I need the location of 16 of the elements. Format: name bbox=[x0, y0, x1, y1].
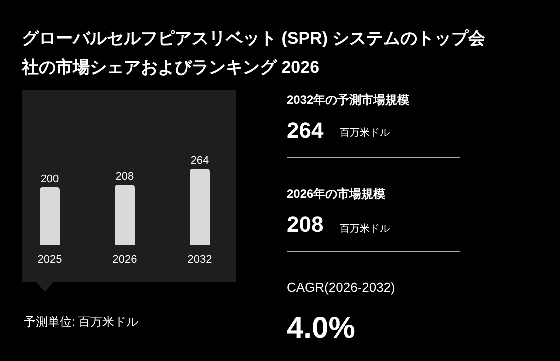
data-label: 208 bbox=[116, 171, 134, 184]
text: 百万米ドル bbox=[340, 223, 390, 235]
text: 百万米ドル bbox=[340, 127, 390, 139]
text: 208 bbox=[287, 212, 324, 237]
data-label: 200 bbox=[40, 173, 60, 186]
text: 2026年の市場規模 bbox=[287, 187, 386, 201]
text: 2032年の予測市場規模 bbox=[287, 93, 410, 107]
text: 予測単位: 百万米ドル bbox=[24, 315, 139, 329]
x-tick-label: 2032 bbox=[188, 254, 212, 266]
text: CAGR(2026-2032) bbox=[287, 280, 396, 295]
chart-title: グローバルセルフピアスリベット (SPR) システムのトップ会社の市場シェアおよびランキング 2026 bbox=[22, 28, 487, 79]
text: 264 bbox=[287, 118, 324, 143]
text: 4.0% bbox=[287, 312, 356, 345]
data-label: 264 bbox=[190, 155, 210, 167]
x-tick-label: 2026 bbox=[112, 254, 138, 266]
x-tick-label: 2025 bbox=[38, 254, 62, 266]
